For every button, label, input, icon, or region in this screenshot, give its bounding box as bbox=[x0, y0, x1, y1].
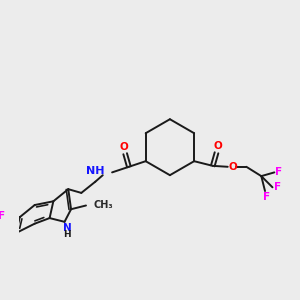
Text: F: F bbox=[274, 182, 281, 192]
Text: O: O bbox=[228, 162, 237, 172]
Text: CH₃: CH₃ bbox=[93, 200, 113, 211]
Text: H: H bbox=[64, 230, 71, 239]
Text: F: F bbox=[0, 211, 5, 221]
Text: N: N bbox=[63, 223, 72, 233]
Text: O: O bbox=[213, 141, 222, 151]
Text: O: O bbox=[120, 142, 129, 152]
Text: F: F bbox=[275, 167, 283, 177]
Text: NH: NH bbox=[86, 167, 105, 176]
Text: F: F bbox=[263, 192, 270, 202]
